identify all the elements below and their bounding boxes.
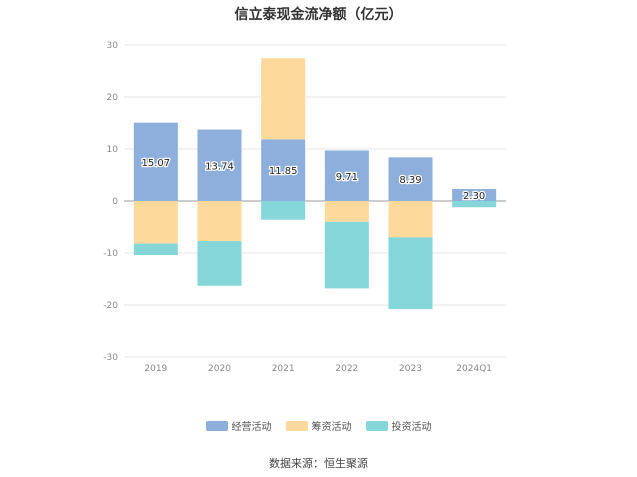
x-tick-label: 2021 [272, 364, 295, 374]
x-tick-label: 2019 [144, 364, 167, 374]
y-tick-label: 20 [107, 93, 119, 103]
bar-series1 [388, 157, 433, 201]
legend: 经营活动 筹资活动 投资活动 [0, 418, 637, 433]
y-tick-label: 10 [107, 145, 119, 155]
y-tick-label: -20 [103, 301, 118, 311]
legend-swatch [285, 420, 308, 431]
y-tick-label: 30 [107, 41, 119, 51]
legend-label: 投资活动 [391, 422, 432, 433]
bar-series2 [197, 201, 242, 242]
data-label: 2.30 [463, 191, 485, 202]
legend-item[interactable]: 投资活动 [365, 418, 432, 433]
data-label: 15.07 [142, 158, 171, 169]
bar-series2 [133, 201, 178, 244]
axis-layer: 30 20 10 0 -10 -20 -30 2019 2020 2021 2022 2023 2024… [103, 41, 492, 374]
y-tick-label: 0 [112, 197, 118, 207]
bar-series1 [261, 139, 306, 201]
legend-label: 筹资活动 [311, 422, 352, 433]
legend-item[interactable]: 经营活动 [205, 418, 272, 433]
bar-series2 [388, 201, 433, 238]
bar-layer [133, 58, 497, 310]
bar-series3 [197, 241, 242, 286]
data-source-note: 数据来源：恒生聚源 [269, 457, 368, 470]
bar-series3 [133, 243, 178, 256]
data-label: 8.39 [399, 175, 421, 186]
x-tick-label: 2023 [399, 364, 422, 374]
bar-series3 [324, 221, 369, 289]
x-tick-label: 2024Q1 [456, 364, 492, 374]
data-label: 13.74 [205, 161, 234, 172]
bar-series1 [452, 189, 497, 201]
x-tick-label: 2022 [335, 364, 358, 374]
y-tick-label: -10 [103, 249, 118, 259]
bar-series3 [261, 201, 306, 220]
bar-series2 [261, 58, 306, 140]
legend-swatch [365, 420, 388, 431]
x-tick-label: 2020 [208, 364, 231, 374]
chart-title: 信立泰现金流净额（亿元） [234, 7, 403, 23]
bar-series1 [197, 129, 242, 201]
legend-label: 经营活动 [231, 422, 272, 433]
data-label: 9.71 [336, 172, 358, 183]
legend-swatch [205, 420, 228, 431]
data-label: 11.85 [269, 166, 298, 177]
grid-layer [124, 44, 506, 358]
bar-series3 [388, 237, 433, 310]
bar-series1 [324, 150, 369, 201]
legend-item[interactable]: 筹资活动 [285, 418, 352, 433]
bar-series2 [324, 201, 369, 222]
y-tick-label: -30 [103, 353, 118, 363]
label-layer: 15.07 13.74 11.85 9.71 8.39 2.30 [140, 157, 486, 204]
bar-series1 [133, 122, 178, 201]
bar-series3 [452, 201, 497, 208]
